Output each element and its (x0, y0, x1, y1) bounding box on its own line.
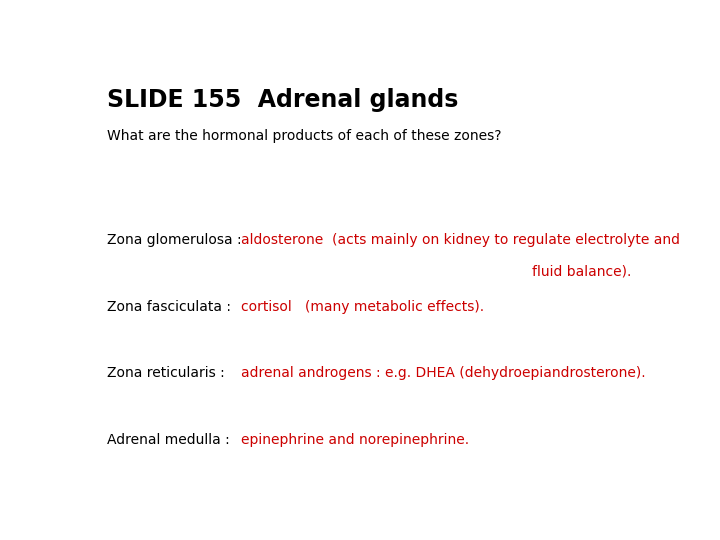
Text: fluid balance).: fluid balance). (532, 265, 631, 279)
Text: Zona reticularis :: Zona reticularis : (107, 366, 225, 380)
Text: aldosterone  (acts mainly on kidney to regulate electrolyte and: aldosterone (acts mainly on kidney to re… (240, 233, 680, 247)
Text: adrenal androgens : e.g. DHEA (dehydroepiandrosterone).: adrenal androgens : e.g. DHEA (dehydroep… (240, 366, 645, 380)
Text: cortisol   (many metabolic effects).: cortisol (many metabolic effects). (240, 300, 484, 314)
Text: epinephrine and norepinephrine.: epinephrine and norepinephrine. (240, 433, 469, 447)
Text: What are the hormonal products of each of these zones?: What are the hormonal products of each o… (107, 129, 501, 143)
Text: Zona fasciculata :: Zona fasciculata : (107, 300, 230, 314)
Text: Zona glomerulosa :: Zona glomerulosa : (107, 233, 241, 247)
Text: Adrenal medulla :: Adrenal medulla : (107, 433, 230, 447)
Text: SLIDE 155  Adrenal glands: SLIDE 155 Adrenal glands (107, 87, 458, 112)
